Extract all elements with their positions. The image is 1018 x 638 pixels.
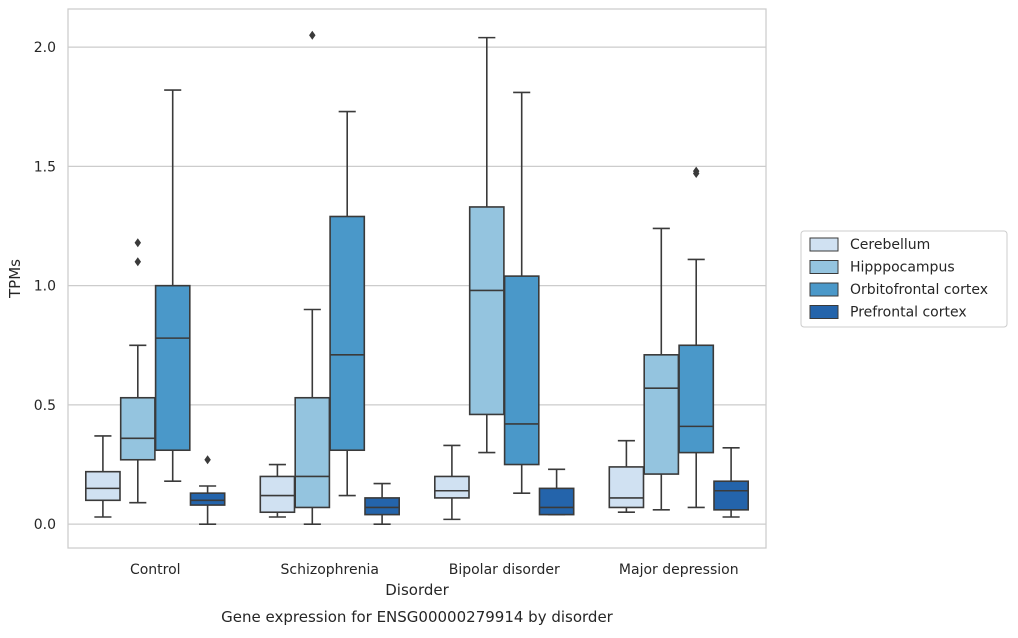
iqr-box bbox=[294, 396, 331, 509]
box-orbitofrontal-cortex bbox=[154, 89, 191, 483]
chart-caption: Gene expression for ENSG00000279914 by d… bbox=[221, 608, 614, 626]
y-tick-label: 0.0 bbox=[34, 517, 56, 533]
iqr-box bbox=[468, 206, 505, 416]
box-cerebellum bbox=[84, 435, 121, 518]
box-hipppocampus bbox=[294, 30, 331, 525]
legend-swatch bbox=[809, 305, 839, 319]
y-tick-label: 1.0 bbox=[34, 279, 56, 295]
box-orbitofrontal-cortex bbox=[503, 91, 540, 494]
y-axis-label: TPMs bbox=[6, 259, 24, 299]
box-hipppocampus bbox=[119, 238, 156, 504]
iqr-box bbox=[433, 475, 470, 499]
iqr-box bbox=[119, 396, 156, 461]
outlier-point bbox=[134, 238, 142, 248]
iqr-box bbox=[84, 470, 121, 502]
legend: Cerebellum Hipppocampus Orbitofrontal cort… bbox=[800, 230, 1008, 328]
iqr-box bbox=[503, 275, 540, 466]
box-orbitofrontal-cortex bbox=[678, 166, 715, 509]
box-prefrontal-cortex bbox=[364, 482, 401, 525]
iqr-box bbox=[538, 487, 575, 516]
iqr-box bbox=[643, 354, 680, 475]
x-tick-label: Major depression bbox=[619, 562, 739, 578]
legend-swatch bbox=[809, 282, 839, 297]
box-hipppocampus bbox=[643, 227, 680, 511]
box-prefrontal-cortex bbox=[189, 455, 226, 525]
iqr-box bbox=[154, 284, 191, 452]
outlier-point bbox=[204, 455, 211, 465]
iqr-box bbox=[608, 466, 645, 509]
x-tick-label: Schizophrenia bbox=[281, 562, 379, 578]
legend-frame bbox=[800, 230, 1008, 328]
legend-swatch bbox=[809, 237, 839, 252]
y-tick-label: 0.5 bbox=[34, 398, 56, 414]
box-prefrontal-cortex bbox=[713, 447, 750, 518]
legend-swatch bbox=[809, 260, 839, 274]
iqr-box bbox=[364, 497, 401, 516]
x-tick-label: Control bbox=[130, 562, 181, 578]
legend-label: Orbitofrontal cortex bbox=[850, 282, 988, 298]
legend-label: Prefrontal cortex bbox=[850, 305, 967, 321]
box-layer bbox=[84, 30, 750, 525]
iqr-box bbox=[678, 344, 715, 454]
outlier-point bbox=[134, 257, 142, 267]
box-hipppocampus bbox=[468, 36, 505, 454]
tick-layer: 0.0 0.5 1.0 1.5 2.0 Control Schizophrenia Bipol… bbox=[34, 40, 739, 578]
box-cerebellum bbox=[259, 463, 296, 518]
x-tick-label: Bipolar disorder bbox=[449, 562, 560, 578]
iqr-box bbox=[713, 480, 750, 511]
y-tick-label: 2.0 bbox=[34, 40, 56, 56]
iqr-box bbox=[329, 215, 366, 452]
box-cerebellum bbox=[608, 439, 645, 514]
iqr-box bbox=[259, 475, 296, 514]
outlier-point bbox=[692, 166, 700, 176]
legend-label: Hipppocampus bbox=[850, 260, 955, 276]
box-orbitofrontal-cortex bbox=[329, 110, 366, 497]
iqr-box bbox=[189, 492, 226, 506]
outlier-point bbox=[309, 30, 316, 40]
box-cerebellum bbox=[433, 444, 470, 521]
x-axis-label: Disorder bbox=[385, 581, 449, 599]
plot-frame bbox=[67, 8, 767, 549]
box-prefrontal-cortex bbox=[538, 468, 575, 516]
y-tick-label: 1.5 bbox=[34, 159, 56, 175]
legend-label: Cerebellum bbox=[850, 237, 930, 253]
